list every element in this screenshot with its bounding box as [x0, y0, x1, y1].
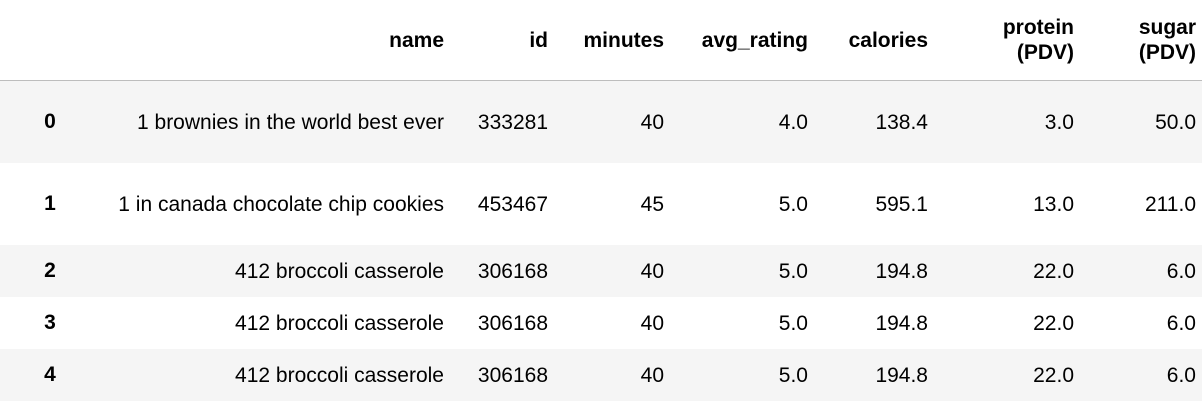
- column-header-protein: protein (PDV): [934, 0, 1080, 81]
- cell-sugar: 6.0: [1166, 311, 1196, 335]
- column-header-sugar-line2: (PDV): [1138, 41, 1196, 64]
- cell-avg-rating: 5.0: [778, 259, 808, 283]
- column-header-calories: calories: [814, 0, 934, 81]
- row-index: 2: [44, 259, 56, 282]
- column-header-protein-line2: (PDV): [1016, 41, 1074, 64]
- cell-minutes: 40: [640, 363, 664, 387]
- cell-id: 306168: [477, 311, 548, 335]
- header-row: name id minutes avg_rating calories prot…: [0, 0, 1202, 81]
- cell-protein: 3.0: [1044, 110, 1074, 134]
- column-header-id: id: [450, 0, 554, 81]
- index-header: [0, 0, 112, 81]
- cell-minutes: 40: [640, 110, 664, 134]
- cell-protein: 22.0: [1033, 363, 1074, 387]
- cell-name: 1 brownies in the world best ever: [137, 110, 444, 134]
- cell-sugar: 211.0: [1145, 192, 1196, 216]
- cell-name: 1 in canada chocolate chip cookies: [118, 192, 444, 216]
- cell-minutes: 40: [640, 311, 664, 335]
- cell-protein: 22.0: [1033, 311, 1074, 335]
- cell-name: 412 broccoli casserole: [235, 259, 444, 283]
- cell-protein: 22.0: [1033, 259, 1074, 283]
- cell-protein: 13.0: [1033, 192, 1074, 216]
- cell-avg-rating: 4.0: [778, 110, 808, 134]
- table-row: 0 1 brownies in the world best ever 3332…: [0, 80, 1202, 163]
- row-index: 4: [44, 363, 56, 386]
- column-header-minutes: minutes: [554, 0, 670, 81]
- table-row: 4 412 broccoli casserole 306168 40 5.0 1…: [0, 349, 1202, 401]
- column-header-sugar: sugar (PDV): [1080, 0, 1202, 81]
- cell-sugar: 50.0: [1155, 110, 1196, 134]
- cell-minutes: 40: [640, 259, 664, 283]
- cell-id: 333281: [477, 110, 548, 134]
- cell-sugar: 6.0: [1166, 259, 1196, 283]
- cell-calories: 194.8: [875, 311, 928, 335]
- cell-minutes: 45: [640, 192, 664, 216]
- row-index: 0: [44, 110, 56, 133]
- column-header-protein-line1: protein: [1002, 16, 1074, 39]
- cell-id: 306168: [477, 259, 548, 283]
- cell-calories: 138.4: [875, 110, 928, 134]
- cell-calories: 194.8: [875, 259, 928, 283]
- cell-calories: 595.1: [875, 192, 928, 216]
- cell-sugar: 6.0: [1166, 363, 1196, 387]
- cell-avg-rating: 5.0: [778, 192, 808, 216]
- column-header-avg-rating: avg_rating: [670, 0, 814, 81]
- column-header-sugar-line1: sugar: [1138, 16, 1196, 39]
- column-header-name: name: [112, 0, 450, 81]
- cell-avg-rating: 5.0: [778, 311, 808, 335]
- cell-calories: 194.8: [875, 363, 928, 387]
- cell-id: 453467: [477, 192, 548, 216]
- row-index: 3: [44, 311, 56, 334]
- table-row: 2 412 broccoli casserole 306168 40 5.0 1…: [0, 245, 1202, 297]
- cell-name: 412 broccoli casserole: [235, 363, 444, 387]
- table-row: 1 1 in canada chocolate chip cookies 453…: [0, 163, 1202, 245]
- cell-avg-rating: 5.0: [778, 363, 808, 387]
- table-row: 3 412 broccoli casserole 306168 40 5.0 1…: [0, 297, 1202, 349]
- cell-name: 412 broccoli casserole: [235, 311, 444, 335]
- row-index: 1: [44, 192, 56, 215]
- cell-id: 306168: [477, 363, 548, 387]
